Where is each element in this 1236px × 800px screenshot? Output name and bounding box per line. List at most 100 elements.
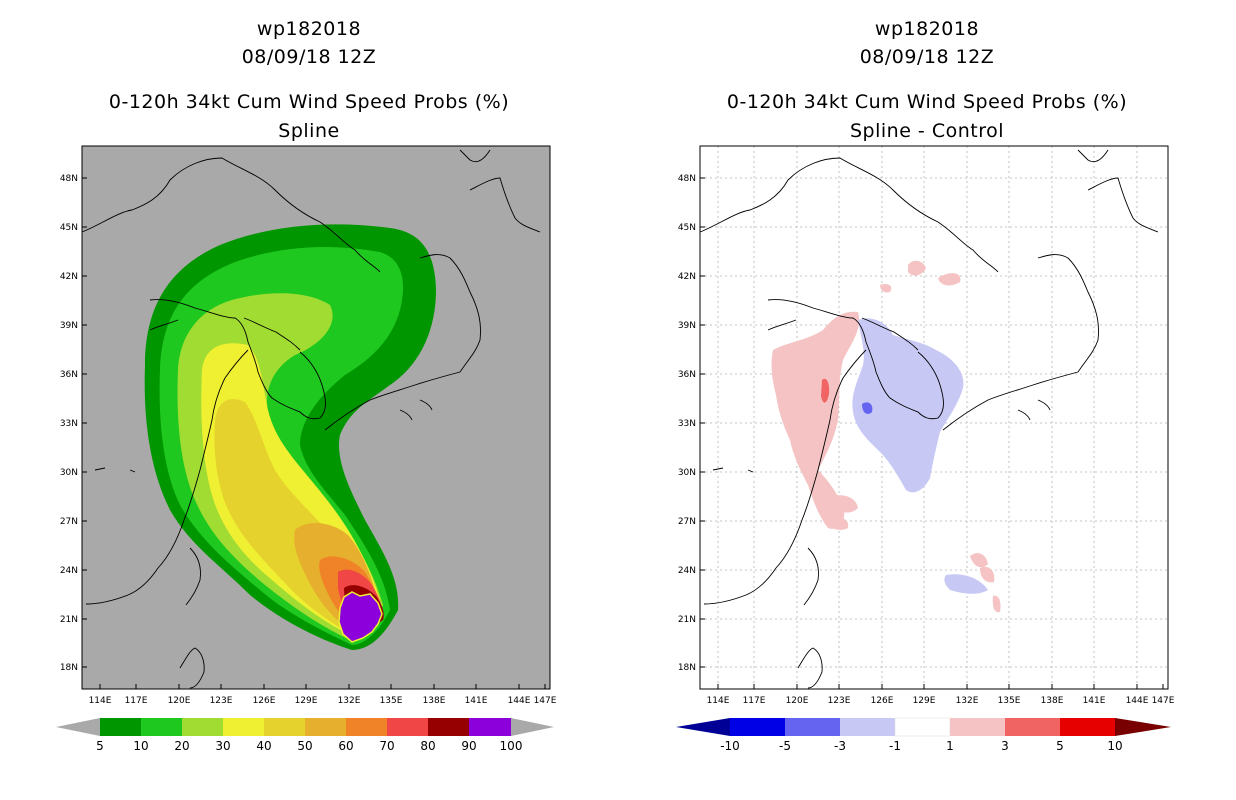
- colorbar-box: [950, 718, 1005, 736]
- lat-tick: 21N: [60, 615, 87, 625]
- right-panel: wp182018 08/09/18 12Z 0-120h 34kt Cum Wi…: [618, 0, 1236, 800]
- left-panel: wp182018 08/09/18 12Z 0-120h 34kt Cum Wi…: [56, 18, 557, 753]
- method-title: Spline: [278, 120, 340, 142]
- lon-label: 123E: [828, 696, 851, 706]
- colorbar-under-arrow: [676, 718, 730, 736]
- lon-label: 114E: [707, 696, 730, 706]
- colorbar-label: 30: [215, 739, 230, 753]
- lat-label: 42N: [678, 272, 696, 282]
- lon-tick: 132E: [956, 684, 979, 706]
- right-map: 48N 45N 42N 39N 36N 33N 30N 27N 24N 21N …: [676, 145, 1175, 753]
- lat-label: 27N: [678, 517, 696, 527]
- product-title: 0-120h 34kt Cum Wind Speed Probs (%): [108, 91, 510, 113]
- positive-diff-area: [826, 517, 849, 530]
- lon-tick: 117E: [743, 684, 766, 706]
- lon-tick: 147E: [1152, 684, 1175, 706]
- positive-diff-area: [828, 495, 858, 513]
- lat-tick: 27N: [60, 517, 87, 527]
- colorbar-over-arrow: [1115, 718, 1171, 736]
- date-time: 08/09/18 12Z: [241, 46, 377, 68]
- colorbar-label: 20: [174, 739, 189, 753]
- positive-diff-area: [908, 260, 926, 276]
- colorbar-box: [1060, 718, 1115, 736]
- lat-label: 18N: [60, 663, 78, 673]
- lat-tick: 39N: [678, 321, 705, 331]
- colorbar-label: -5: [779, 739, 791, 753]
- difference-field: [771, 260, 1001, 613]
- colorbar-box: [387, 718, 428, 736]
- lat-label: 21N: [678, 615, 696, 625]
- positive-diff-area: [880, 283, 892, 293]
- lat-label: 36N: [60, 370, 78, 380]
- lon-tick: 114E: [89, 684, 112, 706]
- colorbar-box: [730, 718, 785, 736]
- colorbar-box: [894, 717, 951, 737]
- coastlines: [699, 149, 1159, 689]
- colorbar-box: [785, 718, 840, 736]
- lon-tick: 135E: [998, 684, 1021, 706]
- grid-lines: [700, 146, 1168, 689]
- lon-tick: 138E: [1041, 684, 1064, 706]
- lon-tick: 120E: [786, 684, 809, 706]
- lon-label: 135E: [998, 696, 1021, 706]
- lon-label: 120E: [168, 696, 191, 706]
- latitude-axis: 48N 45N 42N 39N 36N 33N 30N 27N 24N 21N …: [60, 174, 87, 673]
- lat-tick: 36N: [60, 370, 87, 380]
- lat-label: 24N: [678, 566, 696, 576]
- negative-diff-area: [944, 574, 988, 594]
- lat-tick: 18N: [678, 663, 705, 673]
- colorbar-label: 50: [297, 739, 312, 753]
- lat-tick: 42N: [60, 272, 87, 282]
- lon-tick: 123E: [828, 684, 851, 706]
- lon-label: 117E: [125, 696, 148, 706]
- colorbar-label: 10: [133, 739, 148, 753]
- negative-diff-area-strong: [862, 402, 873, 414]
- colorbar-box: [840, 718, 895, 736]
- lat-label: 24N: [60, 566, 78, 576]
- lon-label: 123E: [210, 696, 233, 706]
- longitude-axis: 114E 117E 120E 123E 126E 129E 132E 135E …: [89, 684, 557, 706]
- lat-label: 48N: [678, 174, 696, 184]
- colorbar-over-arrow: [511, 718, 554, 736]
- lat-label: 42N: [60, 272, 78, 282]
- lon-tick: 135E: [380, 684, 403, 706]
- colorbar-label: 70: [379, 739, 394, 753]
- map-frame: [699, 145, 1169, 690]
- colorbar-label: 5: [96, 739, 104, 753]
- lon-tick: 126E: [253, 684, 276, 706]
- lon-label: 120E: [786, 696, 809, 706]
- lon-label: 147E: [1152, 696, 1175, 706]
- lat-label: 45N: [60, 223, 78, 233]
- positive-diff-area: [970, 553, 988, 568]
- lat-tick: 42N: [678, 272, 705, 282]
- colorbar-label: -1: [889, 739, 901, 753]
- lat-tick: 45N: [678, 223, 705, 233]
- storm-id: wp182018: [874, 18, 980, 40]
- lon-tick: 141E: [465, 684, 488, 706]
- lon-label: 147E: [534, 696, 557, 706]
- colorbar-box: [346, 718, 387, 736]
- colorbar-box: [305, 718, 346, 736]
- lon-tick: 126E: [871, 684, 894, 706]
- coastlines: [81, 149, 541, 689]
- colorbar-label: 90: [461, 739, 476, 753]
- colorbar-label: 40: [256, 739, 271, 753]
- product-title: 0-120h 34kt Cum Wind Speed Probs (%): [726, 91, 1128, 113]
- lon-tick: 144E: [508, 684, 531, 706]
- lat-label: 33N: [678, 419, 696, 429]
- lon-tick: 129E: [295, 684, 318, 706]
- lat-tick: 33N: [678, 419, 705, 429]
- colorbar: -10 -5 -3 -1 1 3 5 10: [676, 717, 1171, 753]
- map-frame: [81, 145, 551, 690]
- colorbar-label: -10: [720, 739, 740, 753]
- lat-tick: 39N: [60, 321, 87, 331]
- lat-label: 27N: [60, 517, 78, 527]
- positive-diff-area: [771, 311, 860, 529]
- positive-diff-area: [992, 595, 1001, 613]
- lat-label: 48N: [60, 174, 78, 184]
- lat-label: 36N: [678, 370, 696, 380]
- colorbar-box: [182, 718, 223, 736]
- lon-label: 141E: [1083, 696, 1106, 706]
- colorbar-box: [264, 718, 305, 736]
- negative-diff-area: [852, 318, 964, 493]
